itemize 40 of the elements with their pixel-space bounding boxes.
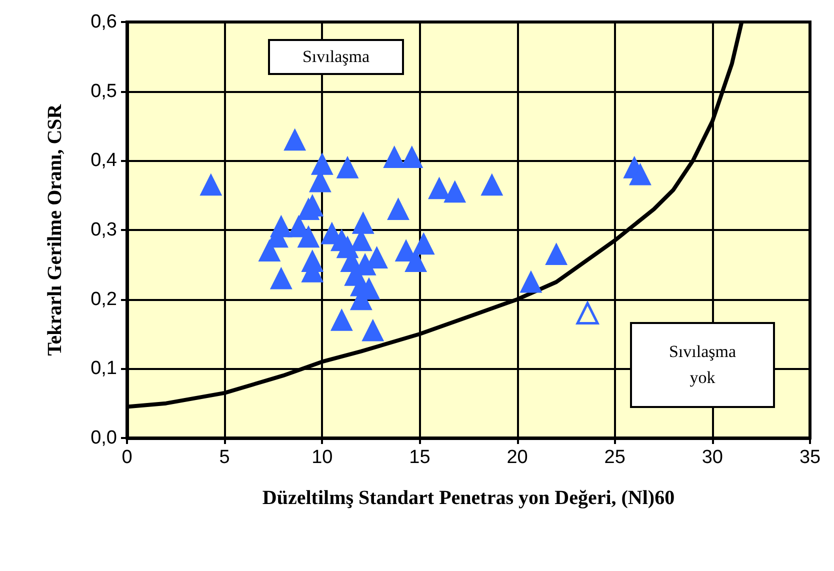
point [629,164,651,186]
point [401,146,423,168]
y-tick-label: 0,6 [90,12,117,32]
point [298,226,320,248]
point [270,268,292,290]
point [428,178,450,200]
point [284,129,306,151]
point [546,244,568,266]
point [481,174,503,196]
text-box: Sıvılaşma [268,39,404,75]
point [576,302,599,324]
x-tick-label: 0 [122,447,132,468]
y-tick-label: 0,1 [90,358,117,380]
x-tick-label: 35 [799,447,821,468]
y-tick-label: 0,4 [90,150,118,172]
y-tick-label: 0,5 [90,80,117,102]
point [412,233,434,255]
point [388,198,409,220]
x-tick-label: 25 [604,447,626,468]
point [311,153,333,175]
y-tick-label: 0,3 [90,220,117,240]
y-tick-label: 0,0 [90,428,117,448]
x-tick-label: 10 [312,447,333,468]
x-tick-label: 5 [219,447,230,468]
point [330,309,352,331]
y-axis-title: Tekrarlı Gerilme Oranı, CSR [44,104,66,356]
point [362,320,384,342]
point [352,212,374,234]
y-tick-label: 0,2 [90,288,117,310]
point [444,181,466,203]
x-tick-label: 30 [702,447,723,468]
point [384,146,406,168]
point [200,174,222,196]
x-tick-label: 20 [506,447,528,468]
point [258,240,280,262]
point [520,271,542,293]
point [336,156,358,178]
x-tick-label: 15 [409,447,430,468]
text-box: Sıvılaşma yok [630,322,775,408]
x-axis-title: Düzeltilmş Standart Penetras yon Değeri, (Nl)60 [262,487,675,509]
